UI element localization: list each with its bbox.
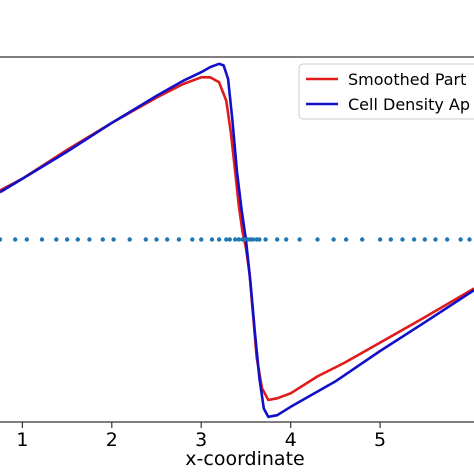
sample-point [275,237,280,242]
sample-point [331,237,336,242]
x-axis-label: x-coordinate [185,448,304,470]
sample-point [39,237,45,242]
sample-point [433,237,438,242]
x-tick-label: 2 [106,429,118,451]
sample-point [445,237,450,242]
x-tick-label: 5 [374,429,386,451]
x-tick-label: 4 [285,429,297,451]
sample-point [176,237,182,242]
sample-point [458,237,463,242]
sample-point [422,237,427,242]
sample-point [87,237,92,242]
sample-point [227,237,232,242]
sample-point [143,237,148,242]
sample-point [343,237,349,242]
sample-point [250,237,256,242]
sample-point [0,237,3,242]
sample-point [13,237,18,242]
sample-point [284,237,289,242]
sample-point [199,237,204,242]
sample-point [224,237,229,242]
sample-point [297,237,302,242]
sample-point [64,237,70,242]
series-line-2 [0,62,474,419]
legend-box [298,63,474,120]
sample-point [236,237,241,242]
sample-point [233,237,238,242]
sample-point [190,237,195,242]
sample-point [24,237,29,242]
x-axis-ticks: 1 2 3 4 5 [16,422,386,451]
sample-point [100,237,106,242]
sample-point [75,237,81,242]
series-line-1 [0,76,474,402]
sample-point [315,237,320,242]
series-layer [0,62,474,419]
axes-frame [0,56,474,423]
sample-point [165,237,170,242]
sample-point [209,237,215,242]
x-tick-label: 3 [195,429,207,451]
sample-point [360,237,365,242]
legend-label: Smoothed Part [348,70,466,89]
sample-point [257,237,262,242]
sample-point [263,237,268,242]
legend: Smoothed Part Cell Density Ap [298,63,474,120]
sample-point [216,237,222,242]
sample-point [54,237,59,242]
sample-point [400,237,405,242]
sample-point [467,237,472,242]
sample-point [127,237,132,242]
sample-point [411,237,417,242]
x-tick-label: 1 [16,429,28,451]
sample-point [111,237,116,242]
legend-label: Cell Density Ap [348,95,470,114]
sample-point [154,237,159,242]
sample-points [0,237,472,242]
sample-point [377,237,383,242]
sample-point [388,237,393,242]
